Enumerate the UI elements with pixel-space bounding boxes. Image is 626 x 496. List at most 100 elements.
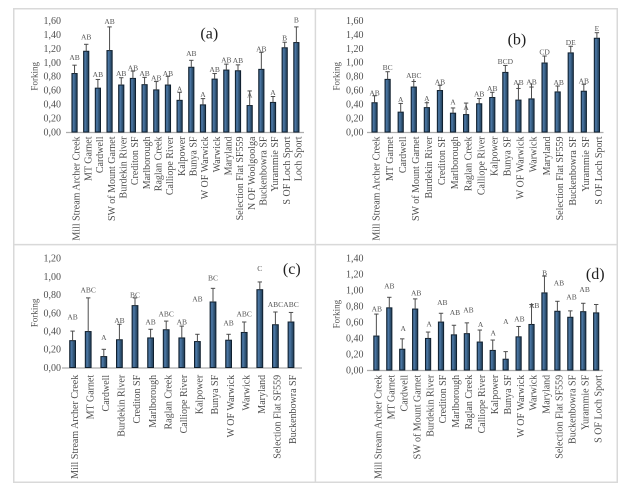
- svg-text:0,40: 0,40: [44, 327, 62, 338]
- svg-text:A: A: [200, 90, 206, 99]
- svg-text:Mill Stream Archer Creek: Mill Stream Archer Creek: [374, 375, 385, 479]
- svg-text:Burdekin River: Burdekin River: [425, 374, 436, 437]
- svg-text:0,80: 0,80: [44, 290, 62, 301]
- svg-text:1,20: 1,20: [44, 254, 62, 265]
- svg-text:ABC: ABC: [236, 310, 251, 319]
- svg-text:MT Garnet: MT Garnet: [386, 375, 397, 420]
- svg-text:0,60: 0,60: [44, 308, 62, 319]
- svg-text:BC: BC: [130, 290, 140, 299]
- svg-text:Cardwell: Cardwell: [399, 375, 410, 412]
- svg-text:Calliope River: Calliope River: [477, 374, 488, 433]
- svg-text:AB: AB: [514, 315, 524, 324]
- svg-text:AB: AB: [114, 316, 124, 325]
- svg-text:Warwick: Warwick: [212, 137, 223, 173]
- svg-text:(b): (b): [508, 32, 527, 49]
- svg-text:Marlborough: Marlborough: [142, 137, 153, 190]
- svg-text:W OF Warwick: W OF Warwick: [226, 375, 237, 438]
- svg-text:AB: AB: [553, 78, 563, 87]
- svg-text:S OF Loch Sport: S OF Loch Sport: [593, 375, 604, 443]
- svg-text:A: A: [478, 320, 484, 329]
- svg-text:(a): (a): [200, 25, 218, 42]
- svg-text:(d): (d): [586, 266, 605, 283]
- svg-text:AB: AB: [566, 293, 576, 302]
- svg-text:A: A: [398, 95, 404, 104]
- svg-text:AB: AB: [116, 69, 126, 78]
- svg-text:0,60: 0,60: [346, 86, 364, 97]
- svg-text:Crediton SF: Crediton SF: [130, 136, 141, 185]
- svg-text:AB: AB: [474, 89, 484, 98]
- svg-text:MT Garnet: MT Garnet: [385, 136, 396, 181]
- svg-text:Crediton SF: Crediton SF: [132, 374, 143, 423]
- svg-text:0,00: 0,00: [346, 127, 364, 138]
- svg-text:Raglan Creek: Raglan Creek: [163, 375, 174, 430]
- svg-text:0,00: 0,00: [44, 127, 62, 138]
- svg-text:AB: AB: [579, 76, 589, 85]
- svg-text:Bunya SF: Bunya SF: [188, 136, 199, 176]
- svg-text:AB: AB: [186, 49, 196, 58]
- svg-text:0,80: 0,80: [346, 72, 364, 83]
- svg-text:AB: AB: [411, 289, 421, 298]
- svg-text:W OF Warwick: W OF Warwick: [200, 137, 211, 200]
- svg-text:0,20: 0,20: [346, 349, 364, 360]
- svg-text:Crediton SF: Crediton SF: [437, 136, 448, 185]
- svg-text:Warwick: Warwick: [241, 375, 252, 411]
- svg-text:AB: AB: [192, 295, 202, 304]
- svg-text:Burdekin River: Burdekin River: [117, 374, 128, 437]
- svg-text:Cardwell: Cardwell: [101, 375, 112, 412]
- svg-text:Burdekin River: Burdekin River: [424, 136, 435, 199]
- svg-text:Raglan Creek: Raglan Creek: [463, 137, 474, 192]
- svg-text:Marlborough: Marlborough: [451, 375, 462, 428]
- svg-text:1,40: 1,40: [346, 30, 364, 41]
- svg-text:AB: AB: [487, 84, 497, 93]
- svg-text:AB: AB: [369, 88, 379, 97]
- svg-text:BC: BC: [383, 63, 393, 72]
- svg-text:S OF Loch Sport: S OF Loch Sport: [594, 136, 605, 204]
- svg-text:DE: DE: [566, 38, 576, 47]
- svg-text:AB: AB: [435, 78, 445, 87]
- svg-text:0,20: 0,20: [44, 345, 62, 356]
- svg-text:AB: AB: [163, 69, 173, 78]
- svg-text:AB: AB: [104, 17, 114, 26]
- svg-text:SW of Mount Garnet: SW of Mount Garnet: [107, 136, 118, 221]
- svg-text:A: A: [491, 329, 497, 338]
- svg-text:Kalpower: Kalpower: [490, 374, 501, 414]
- svg-text:Kalpower: Kalpower: [177, 136, 188, 176]
- svg-text:AB: AB: [139, 69, 149, 78]
- svg-text:1,00: 1,00: [44, 58, 62, 69]
- svg-text:0,20: 0,20: [44, 114, 62, 125]
- svg-text:Buckenbowra SF: Buckenbowra SF: [568, 374, 579, 444]
- svg-text:0,40: 0,40: [346, 100, 364, 111]
- svg-text:AB: AB: [128, 64, 138, 73]
- svg-text:Bunya SF: Bunya SF: [210, 374, 221, 414]
- svg-text:AB: AB: [450, 308, 460, 317]
- svg-text:AB: AB: [93, 70, 103, 79]
- svg-text:N OF Woolgoolga: N OF Woolgoolga: [247, 136, 258, 210]
- svg-text:B: B: [294, 16, 299, 25]
- svg-text:Buckenbowra SF: Buckenbowra SF: [259, 136, 270, 206]
- svg-text:Cardwell: Cardwell: [398, 136, 409, 173]
- svg-text:A: A: [247, 90, 253, 99]
- svg-text:Forking: Forking: [30, 298, 40, 327]
- svg-text:1,20: 1,20: [346, 270, 364, 281]
- svg-text:Mill Stream Archer Creek: Mill Stream Archer Creek: [72, 137, 83, 241]
- svg-text:AB: AB: [529, 301, 539, 310]
- svg-text:AB: AB: [372, 305, 382, 314]
- svg-text:AB: AB: [554, 279, 564, 288]
- svg-text:B: B: [282, 34, 287, 43]
- svg-text:AB: AB: [145, 318, 155, 327]
- svg-text:ABC: ABC: [158, 310, 173, 319]
- svg-text:ABC: ABC: [406, 71, 421, 80]
- svg-text:1,00: 1,00: [346, 58, 364, 69]
- svg-text:A: A: [503, 317, 509, 326]
- svg-text:MT Garnet: MT Garnet: [85, 375, 96, 420]
- svg-text:Raglan Creek: Raglan Creek: [464, 375, 475, 430]
- svg-text:Calliope River: Calliope River: [179, 374, 190, 433]
- svg-text:A: A: [401, 324, 407, 333]
- svg-text:Marlborough: Marlborough: [148, 375, 159, 428]
- svg-text:AB: AB: [256, 45, 266, 54]
- svg-text:0,40: 0,40: [346, 333, 364, 344]
- svg-text:Buckenbowra SF: Buckenbowra SF: [288, 374, 299, 444]
- svg-text:0,20: 0,20: [346, 114, 364, 125]
- svg-text:Buckenbowra SF: Buckenbowra SF: [568, 136, 579, 206]
- svg-text:1,20: 1,20: [346, 44, 364, 55]
